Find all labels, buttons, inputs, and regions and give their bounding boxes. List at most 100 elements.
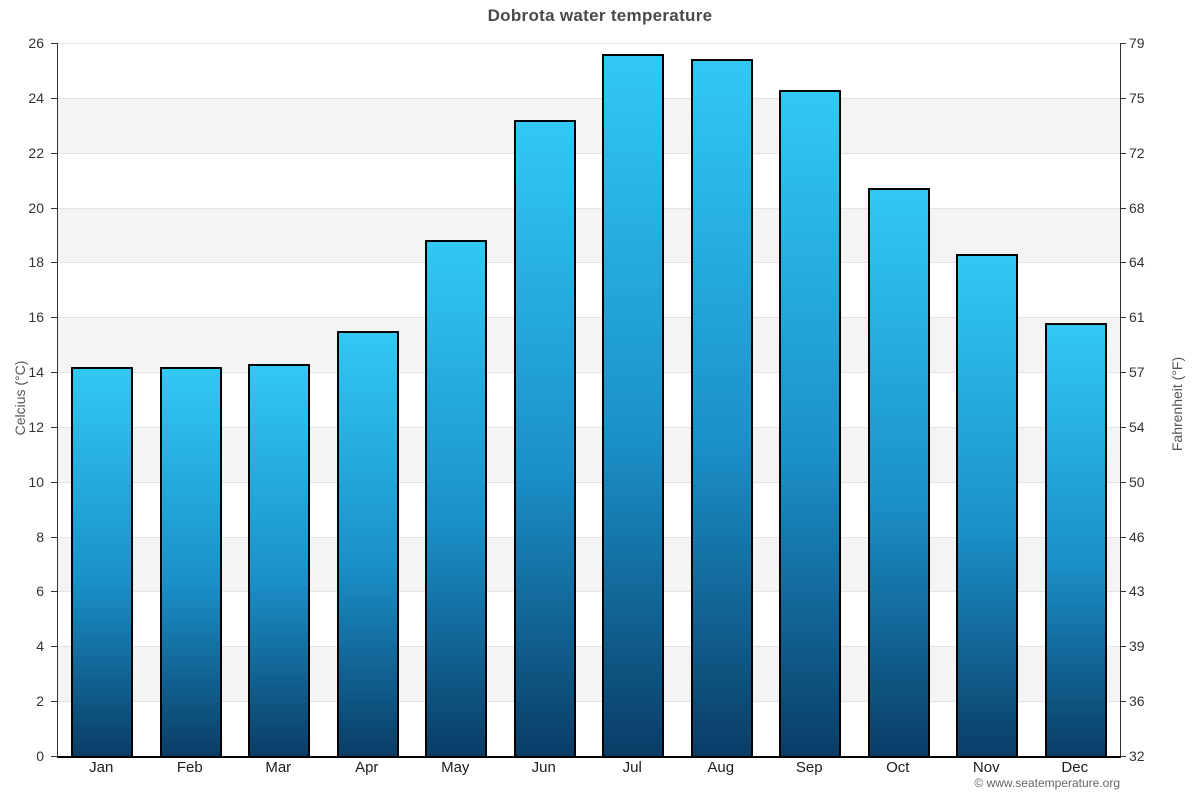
bar-slot-feb [147,43,236,756]
tick-mark [1120,372,1126,373]
bar-mar[interactable] [248,364,310,756]
tick-label: 8 [36,529,44,545]
y-axis-right: 3236394346505457616468727579 [1120,43,1200,756]
bar-slot-mar [235,43,324,756]
x-label-sep: Sep [765,759,854,776]
bar-jan[interactable] [71,367,133,756]
x-label-oct: Oct [854,759,943,776]
tick-mark [51,427,57,428]
tick-label: 54 [1129,419,1145,435]
tick-mark [1120,537,1126,538]
tick-label: 36 [1129,693,1145,709]
bar-aug[interactable] [691,59,753,756]
bar-nov[interactable] [956,254,1018,756]
tick-label: 46 [1129,529,1145,545]
tick-mark [51,482,57,483]
bar-feb[interactable] [160,367,222,756]
x-label-apr: Apr [323,759,412,776]
tick-label: 72 [1129,145,1145,161]
y-axis-left-title: Celcius (°C) [12,361,28,436]
tick-mark [1120,427,1126,428]
tick-mark [51,262,57,263]
tick-label: 39 [1129,638,1145,654]
bar-apr[interactable] [337,331,399,756]
x-label-nov: Nov [942,759,1031,776]
tick-mark [51,208,57,209]
tick-label: 10 [28,474,44,490]
tick-label: 43 [1129,583,1145,599]
plot-area [57,43,1121,758]
bar-series [58,43,1120,756]
tick-mark [51,646,57,647]
bar-slot-sep [766,43,855,756]
bar-slot-nov [943,43,1032,756]
x-label-aug: Aug [677,759,766,776]
tick-mark [1120,482,1126,483]
tick-mark [1120,591,1126,592]
bar-sep[interactable] [779,90,841,756]
tick-label: 4 [36,638,44,654]
tick-mark [1120,98,1126,99]
bar-may[interactable] [425,240,487,756]
bar-slot-aug [678,43,767,756]
tick-mark [51,591,57,592]
y-axis-left: 02468101214161820222426 [0,43,57,756]
tick-mark [51,43,57,44]
tick-label: 2 [36,693,44,709]
bar-slot-may [412,43,501,756]
tick-label: 68 [1129,200,1145,216]
bar-slot-jan [58,43,147,756]
tick-label: 24 [28,90,44,106]
bar-slot-jun [501,43,590,756]
tick-mark [51,98,57,99]
tick-label: 32 [1129,748,1145,764]
tick-label: 22 [28,145,44,161]
chart-title: Dobrota water temperature [0,6,1200,26]
tick-label: 18 [28,254,44,270]
y-axis-right-title: Fahrenheit (°F) [1169,357,1185,451]
tick-label: 79 [1129,35,1145,51]
bar-slot-oct [855,43,944,756]
tick-label: 6 [36,583,44,599]
tick-mark [51,153,57,154]
tick-mark [1120,43,1126,44]
tick-mark [1120,208,1126,209]
x-axis-labels: JanFebMarAprMayJunJulAugSepOctNovDec [57,759,1119,776]
tick-label: 75 [1129,90,1145,106]
x-label-dec: Dec [1031,759,1120,776]
tick-label: 50 [1129,474,1145,490]
bar-slot-jul [589,43,678,756]
tick-mark [1120,646,1126,647]
tick-mark [51,701,57,702]
tick-label: 16 [28,309,44,325]
tick-label: 64 [1129,254,1145,270]
tick-mark [51,537,57,538]
tick-mark [51,756,57,757]
bar-dec[interactable] [1045,323,1107,756]
tick-mark [1120,262,1126,263]
chart-container: Dobrota water temperature 02468101214161… [0,0,1200,800]
tick-mark [1120,701,1126,702]
tick-label: 57 [1129,364,1145,380]
x-label-mar: Mar [234,759,323,776]
tick-label: 20 [28,200,44,216]
tick-mark [51,317,57,318]
bar-jul[interactable] [602,54,664,756]
tick-mark [1120,317,1126,318]
bar-slot-dec [1032,43,1121,756]
x-label-feb: Feb [146,759,235,776]
tick-label: 26 [28,35,44,51]
tick-label: 12 [28,419,44,435]
tick-mark [1120,756,1126,757]
tick-mark [51,372,57,373]
copyright-notice: © www.seatemperature.org [974,776,1120,790]
tick-label: 0 [36,748,44,764]
x-label-jun: Jun [500,759,589,776]
x-label-jan: Jan [57,759,146,776]
tick-label: 14 [28,364,44,380]
tick-mark [1120,153,1126,154]
bar-slot-apr [324,43,413,756]
x-label-may: May [411,759,500,776]
bar-jun[interactable] [514,120,576,756]
bar-oct[interactable] [868,188,930,756]
